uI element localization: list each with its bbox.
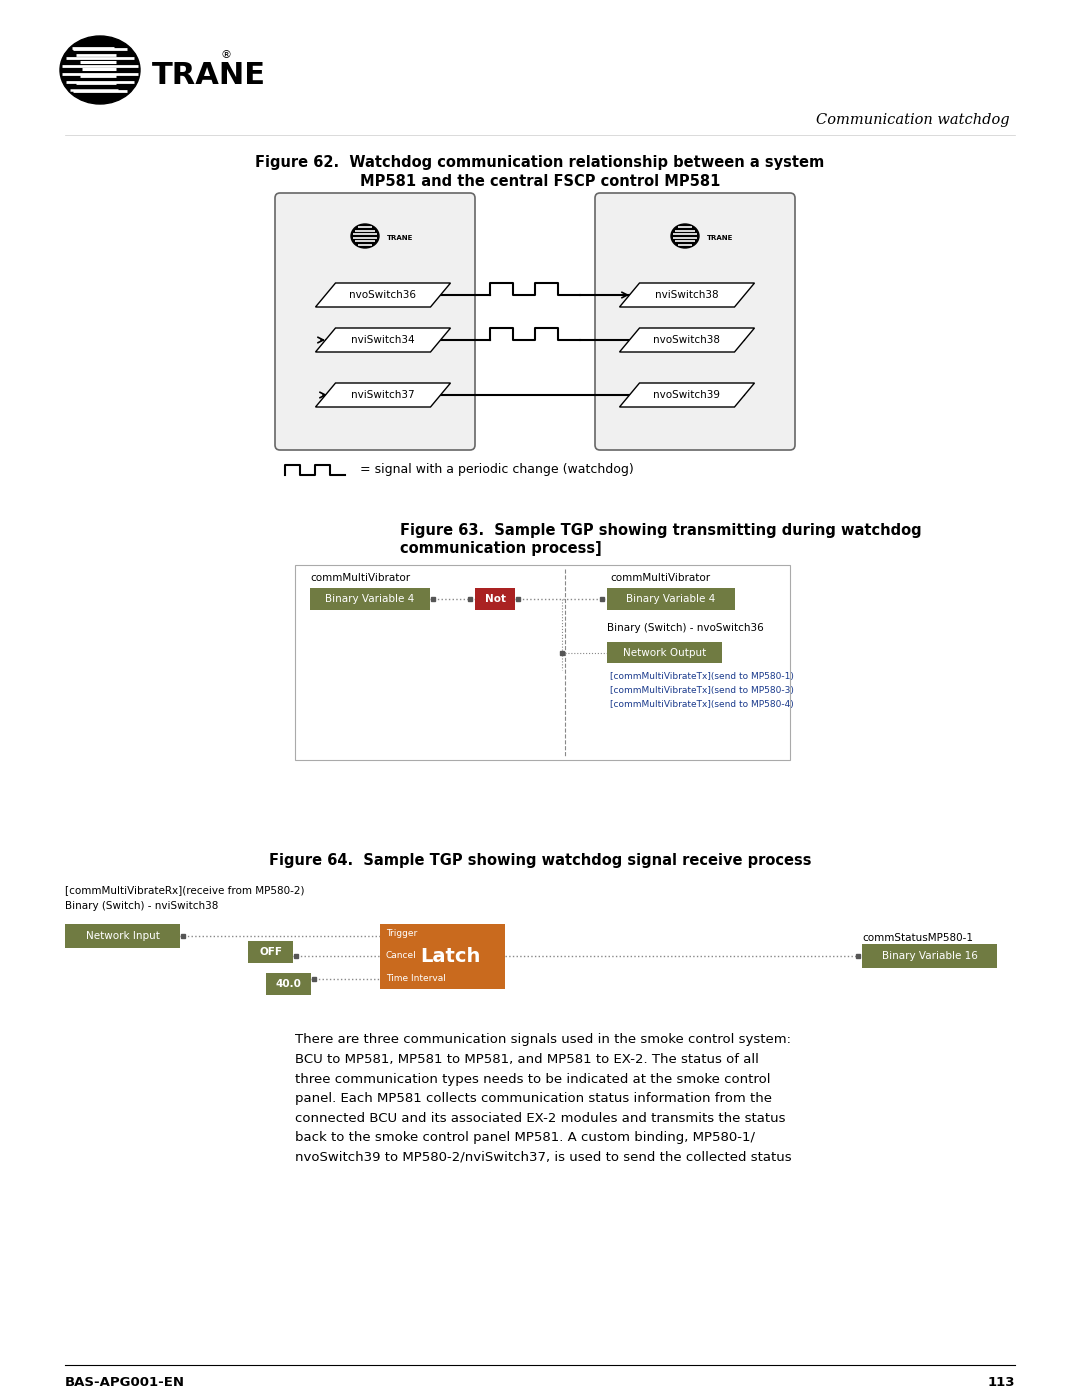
Text: nvoSwitch36: nvoSwitch36 <box>350 291 417 300</box>
Text: BAS-APG001-EN: BAS-APG001-EN <box>65 1376 185 1389</box>
Text: [commMultiVibrateTx](send to MP580-3): [commMultiVibrateTx](send to MP580-3) <box>610 686 794 696</box>
FancyBboxPatch shape <box>266 972 311 995</box>
FancyBboxPatch shape <box>65 923 180 949</box>
FancyBboxPatch shape <box>295 564 789 760</box>
Text: MP581 and the central FSCP control MP581: MP581 and the central FSCP control MP581 <box>360 173 720 189</box>
FancyBboxPatch shape <box>275 193 475 450</box>
Text: 40.0: 40.0 <box>275 979 301 989</box>
Ellipse shape <box>60 36 140 103</box>
Text: Trigger: Trigger <box>386 929 417 937</box>
Text: Figure 62.  Watchdog communication relationship between a system: Figure 62. Watchdog communication relati… <box>255 155 825 170</box>
Ellipse shape <box>671 224 699 249</box>
Text: OFF: OFF <box>259 947 282 957</box>
Ellipse shape <box>351 224 379 249</box>
Text: Binary (Switch) - nvoSwitch36: Binary (Switch) - nvoSwitch36 <box>607 623 764 633</box>
Text: Network Input: Network Input <box>85 930 160 942</box>
Text: nvoSwitch39: nvoSwitch39 <box>653 390 720 400</box>
Text: [commMultiVibrateTx](send to MP580-1): [commMultiVibrateTx](send to MP580-1) <box>610 672 794 682</box>
Text: TRANE: TRANE <box>152 61 266 91</box>
Text: communication process]: communication process] <box>400 542 602 556</box>
Text: Figure 63.  Sample TGP showing transmitting during watchdog: Figure 63. Sample TGP showing transmitti… <box>400 522 921 538</box>
Polygon shape <box>315 284 450 307</box>
Text: connected BCU and its associated EX-2 modules and transmits the status: connected BCU and its associated EX-2 mo… <box>295 1112 785 1125</box>
Polygon shape <box>315 328 450 352</box>
Text: Binary Variable 4: Binary Variable 4 <box>626 594 716 604</box>
Text: TRANE: TRANE <box>707 235 733 242</box>
Text: commMultiVibrator: commMultiVibrator <box>610 573 711 583</box>
FancyBboxPatch shape <box>380 923 505 989</box>
Text: Binary Variable 4: Binary Variable 4 <box>325 594 415 604</box>
FancyBboxPatch shape <box>862 944 997 968</box>
Text: TRANE: TRANE <box>387 235 414 242</box>
FancyBboxPatch shape <box>595 193 795 450</box>
FancyBboxPatch shape <box>607 643 723 664</box>
Text: 113: 113 <box>987 1376 1015 1389</box>
FancyBboxPatch shape <box>310 588 430 610</box>
Polygon shape <box>315 383 450 407</box>
Text: There are three communication signals used in the smoke control system:: There are three communication signals us… <box>295 1034 791 1046</box>
Text: Communication watchdog: Communication watchdog <box>816 113 1010 127</box>
Text: Cancel: Cancel <box>386 951 417 961</box>
Text: Latch: Latch <box>420 947 481 965</box>
Text: BCU to MP581, MP581 to MP581, and MP581 to EX-2. The status of all: BCU to MP581, MP581 to MP581, and MP581 … <box>295 1053 759 1066</box>
FancyBboxPatch shape <box>475 588 515 610</box>
Text: back to the smoke control panel MP581. A custom binding, MP580-1/: back to the smoke control panel MP581. A… <box>295 1132 755 1144</box>
Text: panel. Each MP581 collects communication status information from the: panel. Each MP581 collects communication… <box>295 1092 772 1105</box>
Text: Time Interval: Time Interval <box>386 974 446 983</box>
Text: [commMultiVibrateRx](receive from MP580-2): [commMultiVibrateRx](receive from MP580-… <box>65 886 305 895</box>
FancyBboxPatch shape <box>248 942 293 963</box>
Text: commStatusMP580-1: commStatusMP580-1 <box>862 933 973 943</box>
Text: nviSwitch37: nviSwitch37 <box>351 390 415 400</box>
Text: = signal with a periodic change (watchdog): = signal with a periodic change (watchdo… <box>360 464 634 476</box>
Text: ®: ® <box>220 50 231 60</box>
Polygon shape <box>620 328 755 352</box>
Text: nvoSwitch39 to MP580-2/nviSwitch37, is used to send the collected status: nvoSwitch39 to MP580-2/nviSwitch37, is u… <box>295 1151 792 1164</box>
Text: Network Output: Network Output <box>623 647 706 658</box>
FancyBboxPatch shape <box>607 588 735 610</box>
Text: commMultiVibrator: commMultiVibrator <box>310 573 410 583</box>
Polygon shape <box>620 284 755 307</box>
Text: three communication types needs to be indicated at the smoke control: three communication types needs to be in… <box>295 1073 770 1085</box>
Polygon shape <box>620 383 755 407</box>
Text: [commMultiVibrateTx](send to MP580-4): [commMultiVibrateTx](send to MP580-4) <box>610 700 794 710</box>
Text: nvoSwitch38: nvoSwitch38 <box>653 335 720 345</box>
Text: Figure 64.  Sample TGP showing watchdog signal receive process: Figure 64. Sample TGP showing watchdog s… <box>269 852 811 868</box>
Text: Not: Not <box>485 594 505 604</box>
Text: Binary (Switch) - nviSwitch38: Binary (Switch) - nviSwitch38 <box>65 901 218 911</box>
Text: nviSwitch34: nviSwitch34 <box>351 335 415 345</box>
Text: nviSwitch38: nviSwitch38 <box>656 291 719 300</box>
Text: Binary Variable 16: Binary Variable 16 <box>881 951 977 961</box>
